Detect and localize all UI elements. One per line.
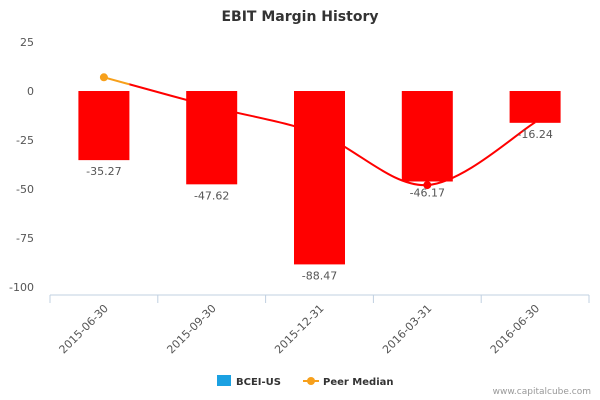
x-tick-label: 2015-09-30 xyxy=(164,302,218,356)
data-label: -46.17 xyxy=(410,186,445,199)
peer-median-point xyxy=(423,181,432,190)
peer-median-point xyxy=(99,73,108,82)
legend-marker-peer-median xyxy=(307,377,315,385)
peer-median-series xyxy=(99,73,536,190)
credit-text: www.capitalcube.com xyxy=(493,387,591,397)
y-tick-label: -100 xyxy=(9,281,34,294)
legend-label-bceius: BCEI-US xyxy=(236,377,281,388)
bar xyxy=(509,91,561,123)
x-tick-label: 2016-06-30 xyxy=(488,302,542,356)
legend: BCEI-US Peer Median xyxy=(217,375,394,388)
legend-swatch-bceius xyxy=(217,375,231,386)
y-tick-label: 25 xyxy=(20,36,34,49)
x-axis-ticks: 2015-06-30 2015-09-30 2015-12-31 2016-03-31… xyxy=(49,295,590,356)
y-tick-label: 0 xyxy=(27,85,34,98)
data-labels: -35.27 -47.62 -88.47 -46.17 -16.24 xyxy=(86,128,553,283)
x-tick-label: 2015-06-30 xyxy=(57,302,111,356)
data-label: -47.62 xyxy=(194,189,229,202)
x-tick-label: 2015-12-31 xyxy=(272,302,326,356)
data-label: -16.24 xyxy=(517,128,552,141)
bar xyxy=(401,91,453,182)
bar xyxy=(294,91,345,265)
y-tick-label: -50 xyxy=(16,183,34,196)
peer-median-line xyxy=(129,83,536,187)
bar xyxy=(78,91,130,161)
legend-label-peer-median: Peer Median xyxy=(323,377,394,388)
data-label: -88.47 xyxy=(302,269,337,282)
bar-series xyxy=(78,91,561,265)
chart-title: EBIT Margin History xyxy=(221,9,378,25)
y-tick-label: -25 xyxy=(16,134,34,147)
x-tick-label: 2016-03-31 xyxy=(380,302,434,356)
y-tick-label: -75 xyxy=(16,232,34,245)
y-axis-ticks: 25 0 -25 -50 -75 -100 xyxy=(9,36,34,294)
bar xyxy=(186,91,238,185)
data-label: -35.27 xyxy=(86,165,121,178)
